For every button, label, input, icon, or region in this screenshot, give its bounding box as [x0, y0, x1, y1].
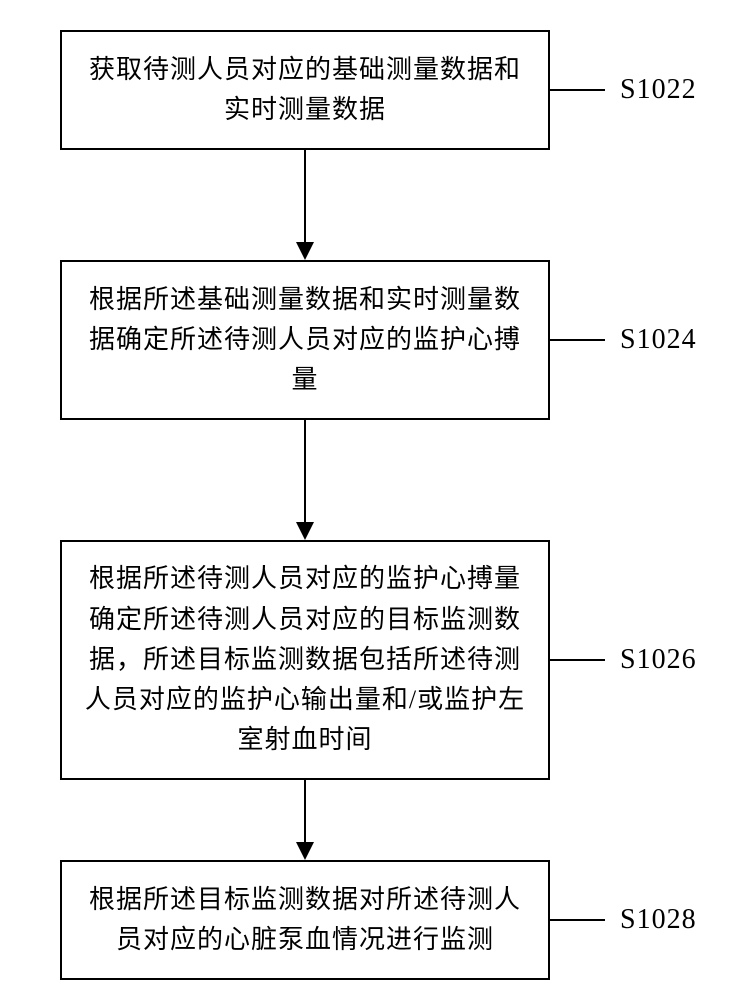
arrow-head-icon — [296, 842, 314, 860]
arrow-line — [304, 420, 306, 522]
flow-step-box: 根据所述目标监测数据对所述待测人员对应的心脏泵血情况进行监测 — [60, 860, 550, 980]
arrow-line — [304, 780, 306, 842]
flow-step-box: 根据所述基础测量数据和实时测量数据确定所述待测人员对应的监护心搏量 — [60, 260, 550, 420]
leader-line — [550, 89, 605, 91]
leader-line — [550, 339, 605, 341]
flow-step-text: 获取待测人员对应的基础测量数据和实时测量数据 — [82, 50, 528, 131]
step-label: S1026 — [620, 644, 697, 676]
arrow-line — [304, 150, 306, 242]
flow-step-box: 根据所述待测人员对应的监护心搏量确定所述待测人员对应的目标监测数据，所述目标监测… — [60, 540, 550, 780]
flow-step-text: 根据所述基础测量数据和实时测量数据确定所述待测人员对应的监护心搏量 — [82, 280, 528, 401]
leader-line — [550, 659, 605, 661]
step-label: S1022 — [620, 74, 697, 106]
flow-step-text: 根据所述目标监测数据对所述待测人员对应的心脏泵血情况进行监测 — [82, 880, 528, 961]
arrow-head-icon — [296, 522, 314, 540]
flow-step-box: 获取待测人员对应的基础测量数据和实时测量数据 — [60, 30, 550, 150]
flowchart-canvas: 获取待测人员对应的基础测量数据和实时测量数据 S1022 根据所述基础测量数据和实时… — [0, 0, 749, 1000]
leader-line — [550, 919, 605, 921]
step-label: S1028 — [620, 904, 697, 936]
flow-step-text: 根据所述待测人员对应的监护心搏量确定所述待测人员对应的目标监测数据，所述目标监测… — [82, 559, 528, 760]
arrow-head-icon — [296, 242, 314, 260]
step-label: S1024 — [620, 324, 697, 356]
